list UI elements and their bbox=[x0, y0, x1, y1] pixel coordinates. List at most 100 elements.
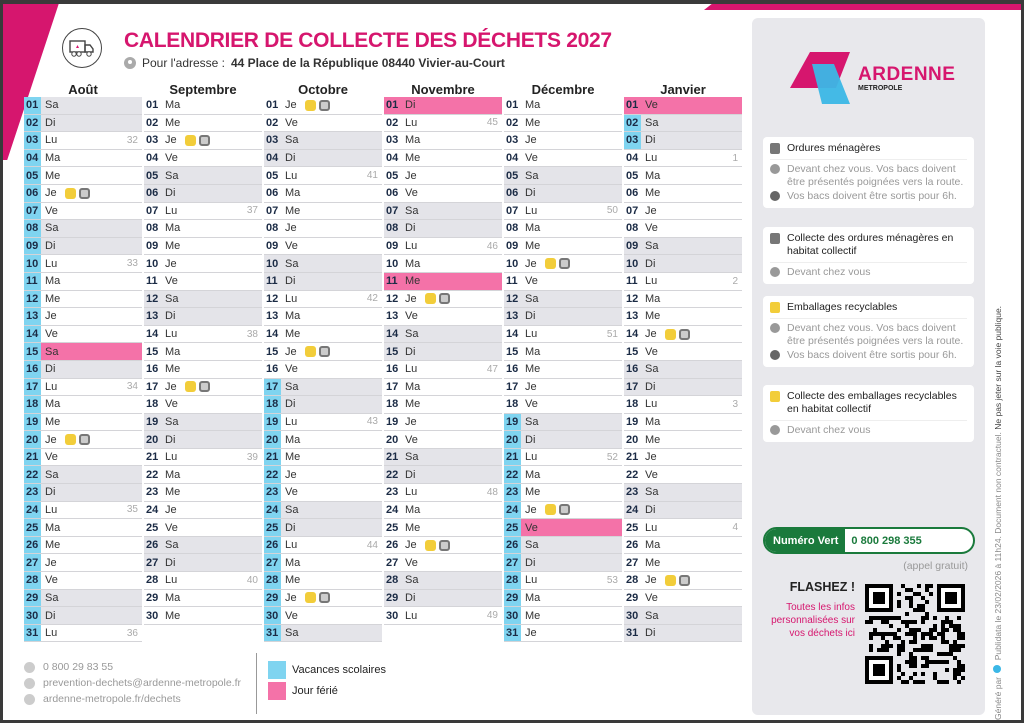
day-number: 14 bbox=[506, 328, 519, 341]
contact-phone[interactable]: 0 800 29 83 55 bbox=[43, 661, 114, 673]
day-row: 27 Di bbox=[144, 554, 262, 573]
day-number: 16 bbox=[24, 360, 41, 378]
day-number: 06 bbox=[386, 187, 399, 200]
day-number: 08 bbox=[386, 222, 399, 235]
day-number: 24 bbox=[264, 501, 281, 519]
day-row: 13 Di bbox=[144, 308, 262, 326]
day-row: 15 Je bbox=[264, 343, 382, 361]
weekday: Me bbox=[525, 486, 541, 499]
location-pin-icon bbox=[124, 57, 136, 69]
day-number: 01 bbox=[386, 99, 399, 112]
weekday: Lu bbox=[645, 398, 658, 411]
recycle-icon bbox=[424, 539, 436, 551]
day-row: 05 Sa bbox=[504, 167, 622, 185]
month-column: Novembre 01 Di 02 Lu 45 03 Ma 04 Me 05 Je 06 Ve 07 Sa 08… bbox=[384, 82, 502, 625]
day-number: 21 bbox=[626, 451, 639, 464]
trash-icon bbox=[198, 134, 210, 146]
weekday: Di bbox=[165, 556, 176, 569]
day-row: 12 Lu 42 bbox=[264, 291, 382, 309]
card-line: Vos bacs doivent être sortis pour 6h. bbox=[787, 349, 957, 361]
day-number: 16 bbox=[386, 363, 399, 376]
day-number: 25 bbox=[264, 519, 281, 536]
weekday: Je bbox=[525, 380, 537, 393]
day-number: 20 bbox=[24, 431, 41, 448]
day-row: 28 Me bbox=[264, 572, 382, 590]
weekday: Sa bbox=[45, 591, 59, 604]
week-number: 47 bbox=[486, 363, 498, 375]
day-row: 30 Ve bbox=[264, 607, 382, 625]
day-row: 29 Je bbox=[264, 589, 382, 608]
week-number: 4 bbox=[732, 522, 738, 534]
day-number: 12 bbox=[266, 292, 279, 305]
legend: Vacances scolaires Jour férié bbox=[268, 659, 386, 701]
week-number: 2 bbox=[732, 275, 738, 287]
weekday: Je bbox=[645, 451, 657, 464]
mail-icon bbox=[24, 677, 35, 689]
day-number: 09 bbox=[146, 240, 159, 253]
day-row: 13 Ma bbox=[264, 308, 382, 326]
day-row: 28 Je bbox=[624, 572, 742, 590]
day-number: 18 bbox=[506, 398, 519, 411]
day-row: 17 Je bbox=[144, 379, 262, 397]
week-number: 32 bbox=[126, 134, 138, 146]
weekday: Me bbox=[645, 433, 661, 446]
weekday: Ma bbox=[525, 345, 541, 358]
weekday: Je bbox=[645, 328, 657, 341]
contacts: 0 800 29 83 55 prevention-dechets@ardenn… bbox=[24, 659, 241, 707]
day-row: 27 Ve bbox=[384, 554, 502, 573]
day-number: 11 bbox=[626, 275, 638, 288]
weekday: Sa bbox=[645, 240, 659, 253]
weekday: Ma bbox=[165, 591, 181, 604]
day-number: 05 bbox=[266, 169, 279, 182]
day-number: 01 bbox=[506, 99, 519, 112]
day-row: 02 Di bbox=[24, 114, 142, 133]
qr-code[interactable] bbox=[865, 584, 965, 684]
globe-icon bbox=[24, 693, 35, 705]
trash-icon bbox=[318, 592, 330, 604]
day-row: 23 Lu 48 bbox=[384, 484, 502, 502]
weekday: Je bbox=[285, 99, 297, 112]
day-row: 07 Je bbox=[624, 203, 742, 221]
day-row: 17 Lu 34 bbox=[24, 378, 142, 397]
weekday: Je bbox=[45, 187, 57, 200]
week-number: 50 bbox=[606, 205, 618, 217]
day-number: 30 bbox=[146, 609, 159, 622]
day-row: 30 Me bbox=[504, 607, 622, 625]
day-row: 04 Ve bbox=[504, 150, 622, 168]
day-row: 11 Ve bbox=[504, 273, 622, 291]
day-number: 14 bbox=[24, 325, 41, 343]
day-number: 03 bbox=[146, 134, 159, 147]
numero-vert-number[interactable]: 0 800 298 355 bbox=[851, 534, 922, 547]
weekday: Di bbox=[645, 627, 656, 640]
day-row: 10 Lu 33 bbox=[24, 255, 142, 273]
day-row: 01 Sa bbox=[24, 97, 142, 115]
card-title: Ordures ménagères bbox=[787, 142, 881, 154]
day-row: 21 Je bbox=[624, 449, 742, 467]
month-column: Janvier 01 Ve 02 Sa 03 Di 04 Lu 1 05 Ma 06 Me 07 Je 08 Ve… bbox=[624, 82, 742, 643]
numero-vert-badge[interactable]: Numéro Vert 0 800 298 355 bbox=[763, 527, 975, 554]
day-row: 05 Me bbox=[24, 167, 142, 185]
week-number: 36 bbox=[126, 627, 138, 639]
flash-title: FLASHEZ ! bbox=[789, 580, 855, 594]
day-row: 14 Je bbox=[624, 326, 742, 344]
month-column: Octobre 01 Je 02 Ve 03 Sa 04 Di 05 Lu 41 06 Ma 07 Me 08 J… bbox=[264, 82, 382, 643]
day-row: 03 Je bbox=[504, 132, 622, 150]
weekday: Ma bbox=[45, 521, 61, 534]
day-row: 05 Lu 41 bbox=[264, 167, 382, 185]
flash-text: Toutes les infos personnalisées sur vos … bbox=[771, 602, 855, 639]
day-row: 19 Je bbox=[384, 414, 502, 432]
contact-email[interactable]: prevention-dechets@ardenne-metropole.fr bbox=[43, 677, 242, 689]
weekday: Di bbox=[45, 363, 56, 376]
contact-website[interactable]: ardenne-metropole.fr/dechets bbox=[43, 693, 181, 705]
weekday: Di bbox=[405, 468, 416, 481]
day-row: 02 Lu 45 bbox=[384, 115, 502, 133]
day-number: 28 bbox=[504, 572, 521, 589]
day-number: 23 bbox=[146, 486, 159, 499]
week-number: 51 bbox=[606, 328, 618, 340]
day-row: 03 Sa bbox=[264, 132, 382, 150]
day-row: 14 Me bbox=[264, 326, 382, 344]
day-number: 01 bbox=[266, 99, 279, 112]
month-header: Septembre bbox=[169, 82, 237, 97]
day-row: 22 Ve bbox=[624, 466, 742, 485]
weekday: Je bbox=[405, 292, 417, 305]
